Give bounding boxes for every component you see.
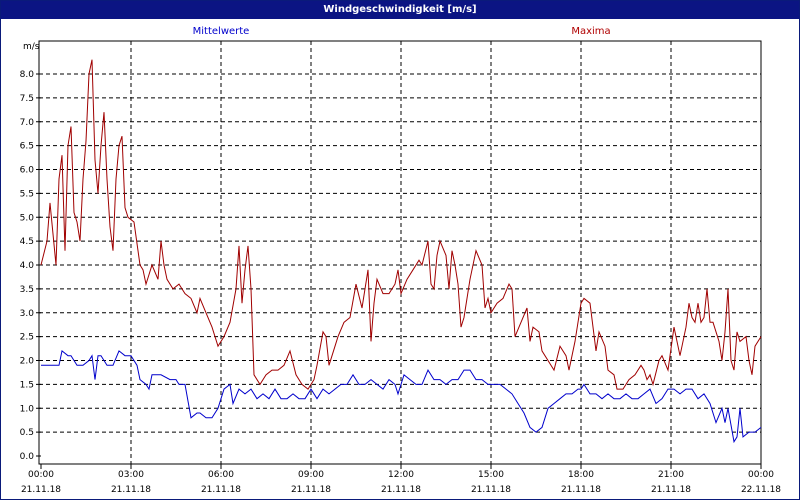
y-tick-label: 8.0 [20, 70, 35, 80]
x-tick-date: 21.11.18 [561, 485, 601, 495]
x-tick-date: 21.11.18 [111, 485, 151, 495]
x-tick-time: 06:00 [208, 470, 234, 480]
y-tick-label: 0.5 [20, 428, 34, 438]
y-tick-label: 2.0 [20, 357, 35, 367]
y-tick-label: 4.5 [20, 237, 34, 247]
legend-mittelwerte: Mittelwerte [192, 26, 250, 37]
plot-area [38, 40, 762, 465]
y-tick-label: 6.5 [20, 142, 34, 152]
y-tick-label: 3.0 [20, 309, 35, 319]
y-tick-label: 7.5 [20, 94, 34, 104]
x-tick-date: 21.11.18 [651, 485, 691, 495]
x-tick-date: 22.11.18 [741, 485, 781, 495]
y-tick-label: 3.5 [20, 285, 34, 295]
x-tick-time: 15:00 [478, 470, 504, 480]
y-tick-label: 7.0 [20, 118, 35, 128]
y-tick-label: 5.0 [20, 213, 35, 223]
x-tick-time: 12:00 [388, 470, 414, 480]
x-tick-time: 03:00 [118, 470, 144, 480]
x-tick-date: 21.11.18 [291, 485, 331, 495]
x-tick-time: 21:00 [658, 470, 684, 480]
y-axis-unit-label: m/s [23, 42, 40, 52]
x-tick-time: 09:00 [298, 470, 324, 480]
x-tick-date: 21.11.18 [471, 485, 511, 495]
y-tick-label: 1.0 [20, 404, 35, 414]
y-tick-label: 0.0 [20, 452, 35, 462]
x-tick-date: 21.11.18 [381, 485, 421, 495]
y-tick-label: 4.0 [20, 261, 35, 271]
y-tick-label: 5.5 [20, 189, 34, 199]
series-line-maxima [40, 59, 762, 390]
x-tick-time: 18:00 [568, 470, 594, 480]
y-tick-label: 1.5 [20, 380, 34, 390]
y-tick-label: 2.5 [20, 333, 34, 343]
x-tick-date: 21.11.18 [21, 485, 61, 495]
series-line-mittelwerte [41, 350, 762, 444]
x-tick-time: 00:00 [748, 470, 774, 480]
x-tick-time: 00:00 [28, 470, 54, 480]
x-tick-date: 21.11.18 [201, 485, 241, 495]
window-title: Windgeschwindigkeit [m/s] [1, 1, 799, 19]
y-tick-label: 6.0 [20, 166, 35, 176]
legend-maxima: Maxima [571, 26, 611, 37]
